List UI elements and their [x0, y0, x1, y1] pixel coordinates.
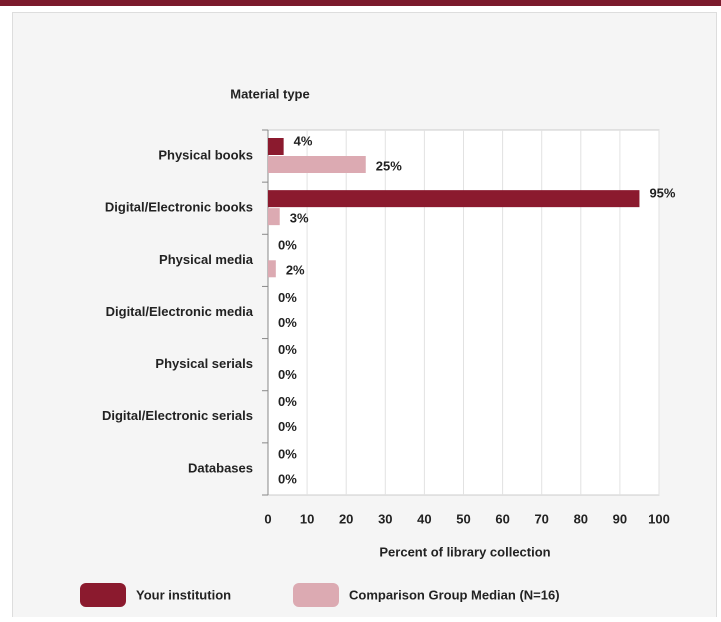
y-tick-label: Physical books — [158, 148, 253, 163]
value-label: 2% — [286, 263, 305, 278]
x-tick-label: 0 — [264, 511, 271, 526]
x-tick-label: 70 — [534, 511, 548, 526]
y-tick-label: Digital/Electronic books — [105, 200, 253, 215]
x-tick-label: 40 — [417, 511, 431, 526]
legend-swatch — [80, 583, 126, 607]
value-label: 0% — [278, 446, 297, 461]
value-label: 95% — [649, 186, 675, 201]
x-tick-label: 80 — [574, 511, 588, 526]
y-tick-label: Digital/Electronic serials — [102, 408, 253, 423]
x-tick-label: 90 — [613, 511, 627, 526]
value-label: 25% — [376, 158, 402, 173]
x-tick-label: 30 — [378, 511, 392, 526]
value-label: 0% — [278, 471, 297, 486]
y-tick-label: Digital/Electronic media — [106, 304, 254, 319]
y-axis-title: Material type — [230, 86, 309, 101]
value-label: 0% — [278, 315, 297, 330]
value-label: 0% — [278, 238, 297, 253]
value-label: 3% — [290, 211, 309, 226]
bar — [268, 190, 640, 208]
x-tick-label: 50 — [456, 511, 470, 526]
value-label: 0% — [278, 290, 297, 305]
value-label: 0% — [278, 367, 297, 382]
value-label: 0% — [278, 394, 297, 409]
x-tick-label: 60 — [495, 511, 509, 526]
x-tick-label: 100 — [648, 511, 670, 526]
bar — [268, 208, 280, 226]
value-label: 0% — [278, 419, 297, 434]
value-label: 4% — [294, 133, 313, 148]
y-tick-label: Physical serials — [155, 356, 253, 371]
y-tick-label: Physical media — [159, 252, 254, 267]
legend-label: Your institution — [136, 587, 231, 602]
x-tick-label: 20 — [339, 511, 353, 526]
bar — [268, 156, 366, 173]
legend-label: Comparison Group Median (N=16) — [349, 587, 560, 602]
top-bar — [0, 0, 721, 6]
legend-swatch — [293, 583, 339, 607]
x-tick-label: 10 — [300, 511, 314, 526]
x-axis-title: Percent of library collection — [379, 544, 550, 559]
bar — [268, 138, 284, 155]
y-tick-label: Databases — [188, 460, 253, 475]
bar — [268, 260, 276, 278]
value-label: 0% — [278, 342, 297, 357]
